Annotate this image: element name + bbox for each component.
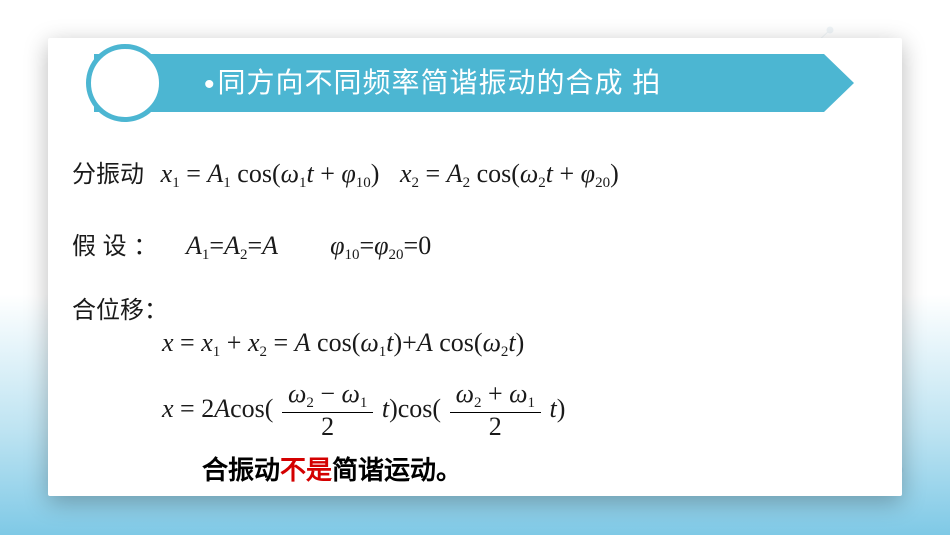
slide-title: •同方向不同频率简谐振动的合成 拍 — [204, 54, 661, 112]
concl-b: 不是 — [280, 455, 332, 485]
row-sum-expand: x = x1 + x2 = A cos(ω1t)+A cos(ω2t) — [162, 328, 524, 361]
slide-card: •同方向不同频率简谐振动的合成 拍 分振动 x1 = A1 cos(ω1t + … — [48, 38, 902, 496]
eq-phi-zero: φ10=φ20=0 — [330, 231, 431, 260]
eq-A-equal: A1=A2=A — [186, 231, 284, 260]
eq-x2: x2 = A2 cos(ω2t + φ20) — [400, 159, 619, 188]
slide-content: 分振动 x1 = A1 cos(ω1t + φ10) x2 = A2 cos(ω… — [72, 154, 878, 482]
row-component-oscillation: 分振动 x1 = A1 cos(ω1t + φ10) x2 = A2 cos(ω… — [72, 154, 619, 192]
eq-sum-expand: x = x1 + x2 = A cos(ω1t)+A cos(ω2t) — [162, 328, 524, 357]
eq-beat: x = 2Acos( ω2 − ω1 2 t)cos( ω2 + ω1 2 t) — [162, 394, 565, 423]
header-circle-icon — [86, 44, 164, 122]
row-beat-formula: x = 2Acos( ω2 − ω1 2 t)cos( ω2 + ω1 2 t) — [162, 380, 565, 441]
row-resultant-label: 合位移： — [72, 290, 168, 325]
label-jiashe: 假 设 ： — [72, 233, 157, 260]
bullet-icon: • — [204, 68, 216, 101]
frac-diff: ω2 − ω1 2 — [282, 380, 373, 441]
row-assumption: 假 设 ： A1=A2=A φ10=φ20=0 — [72, 226, 431, 264]
label-heweiyi: 合位移： — [72, 297, 168, 324]
label-fenzhendong: 分振动 — [72, 161, 144, 188]
header-bar: •同方向不同频率简谐振动的合成 拍 — [94, 54, 854, 112]
concl-c: 简谐运动。 — [332, 455, 462, 485]
title-text: 同方向不同频率简谐振动的合成 拍 — [218, 67, 662, 98]
eq-x1: x1 = A1 cos(ω1t + φ10) — [161, 159, 386, 188]
concl-a: 合振动 — [202, 455, 280, 485]
row-conclusion: 合振动不是简谐运动。 — [202, 450, 462, 487]
frac-sum: ω2 + ω1 2 — [450, 380, 541, 441]
